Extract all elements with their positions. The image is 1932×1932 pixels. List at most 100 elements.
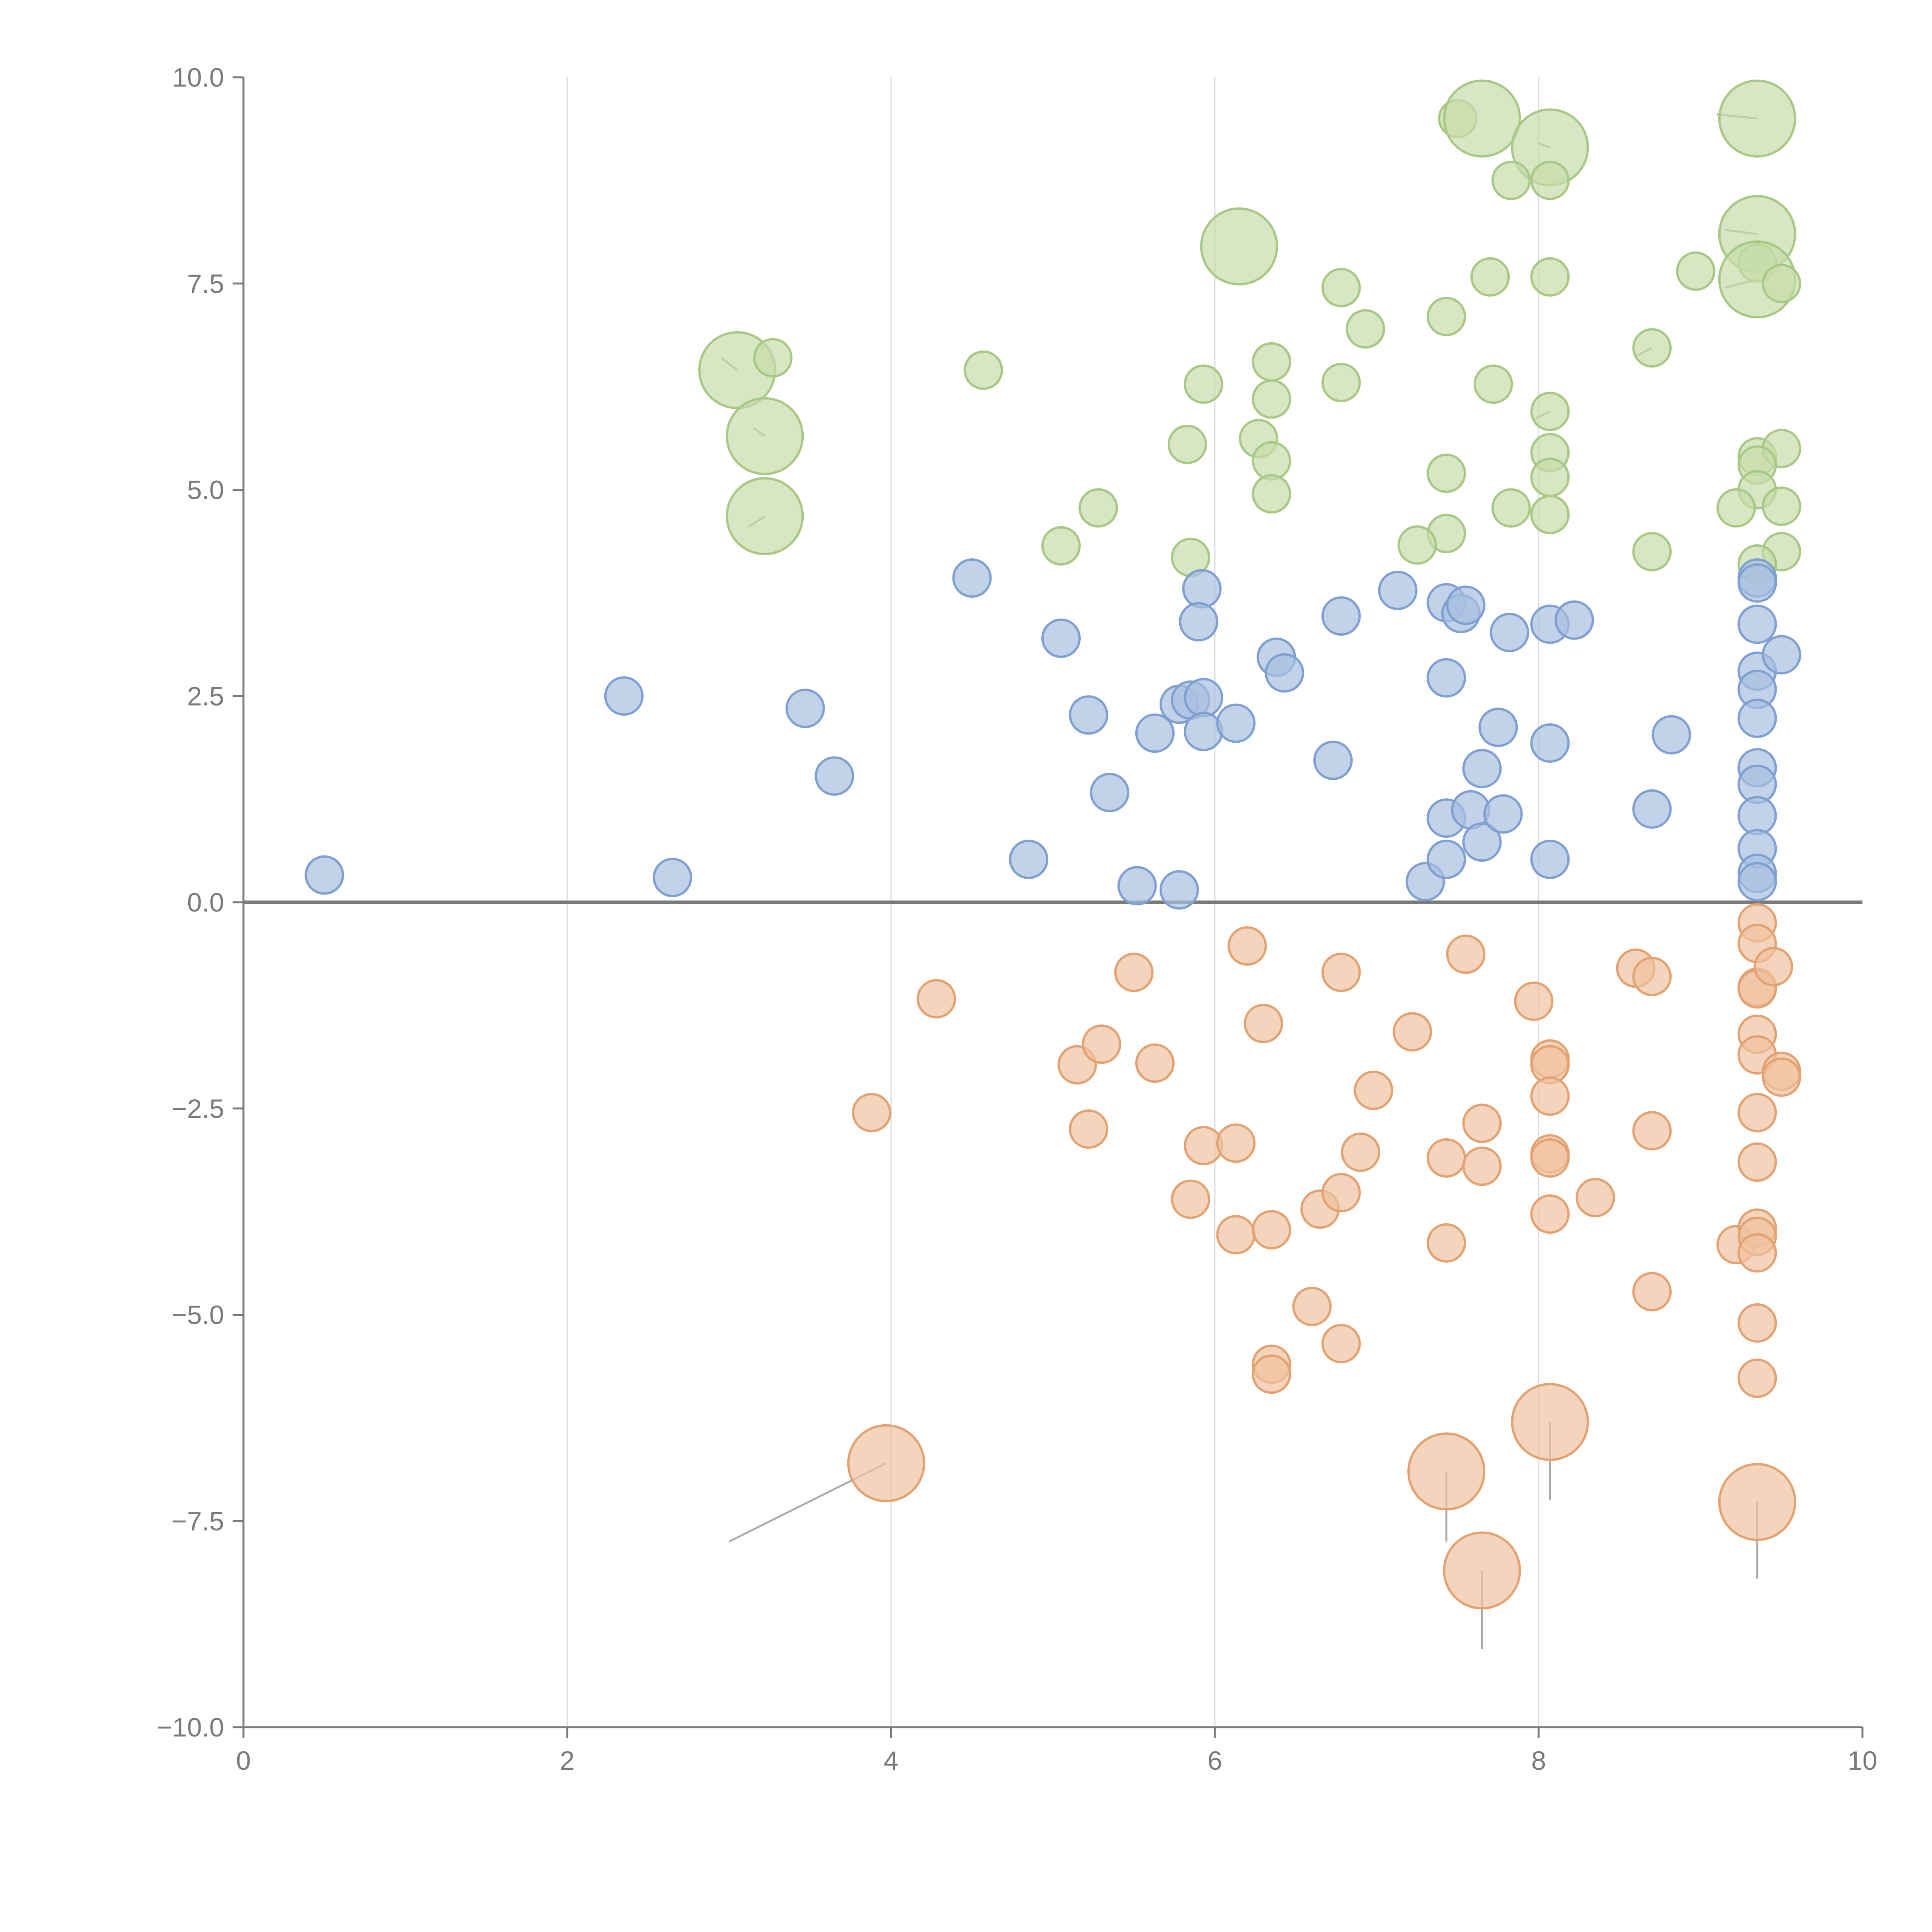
upper-point (1491, 488, 1531, 528)
middle-point (1737, 796, 1777, 835)
upper-point (1252, 441, 1291, 481)
middle-point (1427, 658, 1466, 698)
y-tick-label: 7.5 (187, 269, 224, 299)
middle-point (952, 558, 992, 598)
lower-point (1632, 957, 1672, 997)
y-tick-label: 5.0 (187, 475, 224, 505)
middle-point (1378, 570, 1418, 610)
upper-point (1427, 297, 1466, 337)
middle-point (1009, 839, 1049, 879)
upper-point (1762, 264, 1801, 303)
upper-point (753, 338, 793, 378)
middle-point (1216, 703, 1256, 743)
middle-point (1490, 612, 1529, 652)
lower-point (1737, 1358, 1777, 1398)
x-tick-label: 8 (1531, 1746, 1546, 1776)
middle-point (815, 756, 854, 796)
upper-point (1184, 364, 1223, 404)
lower-point (1762, 1057, 1801, 1097)
x-tick-label: 2 (560, 1746, 575, 1776)
upper-point (1530, 495, 1570, 534)
lower-point (1446, 934, 1486, 974)
x-tick-label: 0 (236, 1746, 251, 1776)
lower-point (1718, 1463, 1796, 1541)
lower-point (1082, 1024, 1121, 1064)
lower-point (1737, 1233, 1777, 1273)
upper-point (1345, 309, 1385, 349)
upper-point (1167, 425, 1207, 464)
middle-point (1737, 604, 1777, 644)
y-tick-label: 0.0 (187, 888, 224, 917)
lower-point (1243, 1003, 1283, 1043)
upper-point (1530, 160, 1570, 200)
middle-point (1462, 749, 1502, 789)
upper-point (1762, 486, 1801, 526)
lower-point (1530, 1194, 1570, 1234)
upper-point (1252, 342, 1291, 382)
middle-point (1554, 600, 1594, 640)
lower-point (1354, 1070, 1393, 1110)
lower-point (1216, 1123, 1256, 1163)
upper-point (963, 350, 1003, 390)
lower-point (1171, 1179, 1211, 1219)
upper-point (1427, 453, 1466, 493)
lower-point (1427, 1223, 1466, 1263)
middle-point (653, 857, 692, 897)
lower-point (1462, 1146, 1502, 1186)
upper-point (1200, 207, 1278, 286)
axes-layer: 0 2 4 6 8 10 10.0 7.5 5.0 2.5 0.0 −2.5 −5.0 −7.5 −10.0 (156, 63, 1877, 1776)
lower-point (1443, 1531, 1521, 1610)
middle-point (1483, 794, 1523, 834)
lower-point (1135, 1043, 1175, 1083)
lower-point (1462, 1104, 1502, 1143)
y-tick-label: −7.5 (172, 1506, 224, 1536)
y-tick-label: −2.5 (172, 1094, 224, 1124)
middle-point (1427, 839, 1466, 879)
lower-point (1737, 1142, 1777, 1182)
lower-point (1292, 1287, 1332, 1327)
middle-point (1737, 862, 1777, 901)
lower-point (1321, 1324, 1361, 1364)
x-tick-label: 4 (884, 1746, 898, 1776)
upper-point (1530, 257, 1570, 297)
middle-point (1651, 715, 1691, 755)
upper-point (1716, 488, 1756, 528)
upper-point (1252, 474, 1291, 514)
middle-point (1069, 695, 1109, 735)
lower-point (1753, 947, 1793, 986)
middle-point (1184, 712, 1223, 752)
middle-point (1478, 707, 1518, 747)
lower-point (1737, 1093, 1777, 1133)
lower-point (1252, 1354, 1291, 1394)
lower-point (1575, 1178, 1615, 1218)
lower-point (1632, 1111, 1672, 1151)
y-tick-label: 2.5 (187, 681, 224, 711)
upper-point (1078, 488, 1118, 528)
lower-point (1341, 1132, 1381, 1172)
upper-point (1252, 379, 1291, 419)
middle-point (1184, 678, 1223, 718)
lower-point (1737, 1303, 1777, 1343)
middle-point (1135, 713, 1175, 753)
y-tick-label: 10.0 (172, 63, 224, 92)
lower-point (1069, 1109, 1109, 1149)
leader-lines (720, 113, 1759, 1649)
upper-point (1491, 160, 1531, 200)
x-tick-label: 6 (1208, 1746, 1222, 1776)
middle-point (1182, 569, 1222, 609)
upper-point (1321, 268, 1361, 308)
lower-point (1530, 1138, 1570, 1178)
upper-point (1473, 364, 1513, 404)
data-points (304, 79, 1801, 1610)
middle-point (1762, 635, 1801, 675)
middle-point (1530, 723, 1570, 763)
lower-point (1514, 981, 1554, 1021)
middle-point (1632, 789, 1672, 829)
middle-point (785, 689, 825, 728)
middle-point (1446, 585, 1486, 625)
y-tick-label: −10.0 (156, 1713, 224, 1742)
lower-point (1393, 1012, 1432, 1052)
lower-point (1216, 1215, 1256, 1255)
